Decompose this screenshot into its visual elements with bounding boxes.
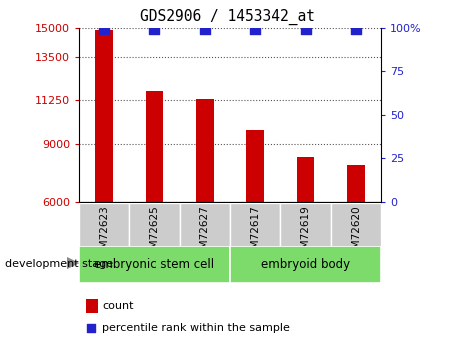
Bar (196, 99, 214, 318)
Text: GSM72625: GSM72625 (149, 206, 160, 262)
Bar (230, 246, 381, 283)
Polygon shape (67, 257, 79, 269)
Text: GSM72619: GSM72619 (300, 206, 311, 262)
Bar (179, 203, 230, 247)
Bar (230, 203, 281, 247)
Text: GSM72627: GSM72627 (200, 206, 210, 262)
Bar (281, 203, 331, 247)
Bar (347, 165, 365, 318)
Text: embryoid body: embryoid body (261, 258, 350, 271)
Text: GSM72623: GSM72623 (99, 206, 109, 262)
Bar (146, 91, 163, 318)
Point (101, 27, 108, 32)
Text: GDS2906 / 1453342_at: GDS2906 / 1453342_at (140, 9, 315, 25)
Text: percentile rank within the sample: percentile rank within the sample (102, 323, 290, 333)
Text: embryonic stem cell: embryonic stem cell (94, 258, 215, 271)
Bar (246, 130, 264, 318)
Bar (79, 246, 230, 283)
Point (352, 27, 359, 32)
Point (201, 27, 208, 32)
Bar (331, 203, 381, 247)
Text: count: count (102, 301, 133, 311)
Bar (79, 203, 129, 247)
Bar (129, 203, 179, 247)
Text: GSM72617: GSM72617 (250, 206, 260, 262)
Bar (86, 299, 97, 313)
Text: development stage: development stage (5, 259, 113, 269)
Point (252, 27, 259, 32)
Text: GSM72620: GSM72620 (351, 206, 361, 262)
Point (151, 27, 158, 32)
Bar (297, 157, 314, 318)
Point (88, 325, 95, 331)
Bar (95, 30, 113, 318)
Point (302, 27, 309, 32)
